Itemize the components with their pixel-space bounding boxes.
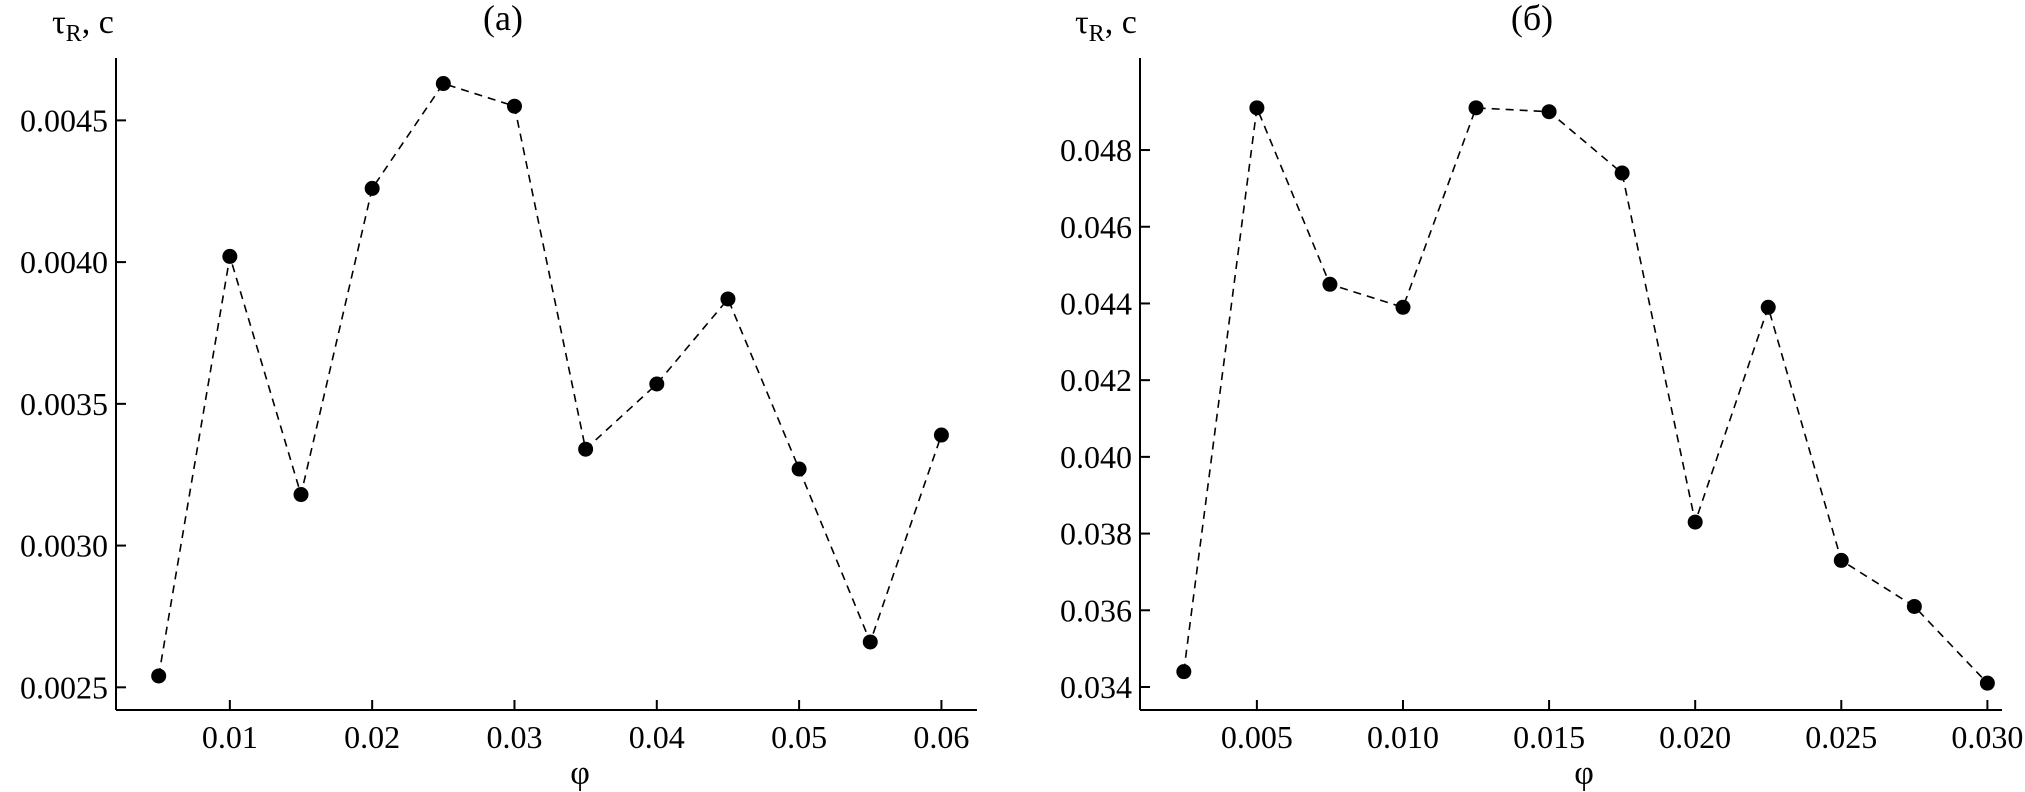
- y-axis-label-b: τR, c: [1075, 4, 1137, 47]
- x-axis-label-b: φ: [1574, 755, 1594, 792]
- x-tick-label: 0.015: [1513, 719, 1585, 755]
- series-line: [1183, 104, 1988, 684]
- y-axis-label-b-main: τ: [1075, 4, 1089, 41]
- series-b: [1176, 100, 1995, 691]
- y-tick-label: 0.034: [1060, 669, 1132, 705]
- x-tick-label: 0.04: [629, 719, 685, 755]
- data-point: [1249, 100, 1265, 116]
- data-point: [862, 634, 878, 650]
- y-axis-label-b-sub: R: [1089, 21, 1105, 47]
- y-axis-label-a: τR, c: [52, 4, 114, 47]
- x-tick-label: 0.03: [486, 719, 542, 755]
- x-tick-label: 0.01: [202, 719, 258, 755]
- y-tick-label: 0.0025: [20, 669, 108, 705]
- data-point: [151, 668, 167, 684]
- y-tick-label: 0.044: [1060, 285, 1132, 321]
- data-point: [293, 487, 309, 503]
- y-tick-label: 0.040: [1060, 439, 1132, 475]
- x-tick-label: 0.005: [1221, 719, 1293, 755]
- y-tick-label: 0.036: [1060, 592, 1132, 628]
- data-point: [1687, 514, 1703, 530]
- y-tick-label: 0.0030: [20, 528, 108, 564]
- data-point: [1541, 104, 1557, 120]
- x-ticks-b: 0.005 0.010 0.015 0.020 0.025 0.030: [1221, 700, 2023, 755]
- data-point: [364, 180, 380, 196]
- data-point: [222, 248, 238, 264]
- data-point: [435, 76, 451, 92]
- y-ticks-a: 0.0025 0.0030 0.0035 0.0040 0.0045: [20, 102, 126, 705]
- data-point: [506, 98, 522, 114]
- data-point: [1614, 165, 1630, 181]
- y-axis-label-a-main: τ: [52, 4, 66, 41]
- y-tick-label: 0.046: [1060, 209, 1132, 245]
- data-point: [791, 461, 807, 477]
- data-point: [1468, 100, 1484, 116]
- x-tick-label: 0.06: [913, 719, 969, 755]
- x-tick-label: 0.020: [1659, 719, 1731, 755]
- data-point: [578, 441, 594, 457]
- y-ticks-b: 0.034 0.036 0.038 0.040 0.042 0.044 0.046 0.048: [1060, 132, 1150, 705]
- x-tick-label: 0.030: [1951, 719, 2023, 755]
- y-axis-label-a-sub: R: [66, 21, 82, 47]
- y-axis-label-a-unit: , c: [82, 4, 114, 41]
- x-tick-label: 0.02: [344, 719, 400, 755]
- data-point: [1833, 552, 1849, 568]
- x-tick-label: 0.05: [771, 719, 827, 755]
- chart-panel-b: (б) τR, c φ 0.0340.0360.0380.0400.0420.0…: [1060, 0, 2023, 792]
- y-tick-label: 0.038: [1060, 516, 1132, 552]
- series-line: [157, 82, 943, 677]
- data-point: [1979, 675, 1995, 691]
- data-point: [720, 291, 736, 307]
- x-axis-label-a: φ: [570, 755, 590, 792]
- x-tick-label: 0.010: [1367, 719, 1439, 755]
- series-a: [151, 76, 949, 684]
- data-point: [1395, 299, 1411, 315]
- data-point: [1760, 299, 1776, 315]
- y-tick-label: 0.0035: [20, 386, 108, 422]
- chart-title-b: (б): [1511, 0, 1553, 38]
- data-point: [933, 427, 949, 443]
- data-point: [1906, 598, 1922, 614]
- chart-title-a: (a): [483, 0, 523, 38]
- y-axis-label-b-unit: , c: [1105, 4, 1137, 41]
- data-point: [1176, 664, 1192, 680]
- y-tick-label: 0.042: [1060, 362, 1132, 398]
- y-tick-label: 0.048: [1060, 132, 1132, 168]
- y-tick-label: 0.0040: [20, 244, 108, 280]
- x-tick-label: 0.025: [1805, 719, 1877, 755]
- y-tick-label: 0.0045: [20, 102, 108, 138]
- data-point: [649, 376, 665, 392]
- x-ticks-a: 0.01 0.02 0.03 0.04 0.05 0.06: [202, 700, 969, 755]
- data-point: [1322, 276, 1338, 292]
- chart-panel-a: (a) τR, c φ 0.00250.00300.00350.00400.00…: [20, 0, 977, 792]
